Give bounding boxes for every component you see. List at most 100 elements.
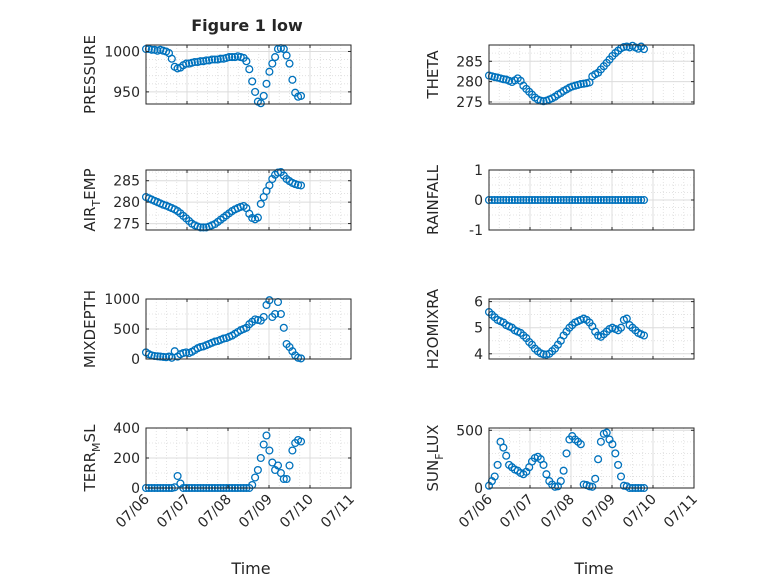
data-point: [622, 195, 631, 205]
y-axis-label: MIXDEPTH: [81, 290, 99, 368]
y-axis-label: PRESSURE: [81, 35, 99, 114]
data-point: [271, 53, 280, 62]
subplot-5: 0 500 1000 MIXDEPTH: [81, 290, 352, 368]
subplot-3: 275 280 285 AIRTEMP: [81, 168, 352, 233]
data-point: [153, 352, 162, 361]
data-point: [611, 195, 620, 205]
data-point: [591, 474, 600, 483]
data-point: [605, 195, 614, 205]
axes-box: [145, 44, 352, 105]
data-point: [616, 195, 626, 205]
series-markers: [484, 41, 649, 106]
data-point: [490, 73, 499, 82]
data-point: [619, 42, 628, 52]
y-axis-label: H2OMIXRA: [424, 288, 442, 369]
data-point: [565, 195, 574, 205]
data-point: [159, 352, 168, 361]
y-tick-label: 6: [474, 295, 483, 311]
y-tick-label: 285: [456, 54, 483, 70]
y-axis-label: THETA: [424, 50, 442, 100]
data-point: [594, 195, 603, 205]
data-point: [611, 449, 620, 458]
data-point: [285, 59, 294, 68]
x-tick-label: 07/06: [113, 491, 153, 531]
data-point: [199, 223, 208, 232]
data-point: [285, 461, 294, 470]
subplot-1: 950 1000 PRESSURE: [81, 35, 352, 114]
y-tick-label: 200: [113, 451, 140, 467]
x-tick-label: 07/07: [154, 492, 194, 532]
data-point: [499, 195, 508, 205]
data-point: [271, 309, 280, 319]
y-tick-label: 0: [131, 481, 140, 497]
data-point: [502, 451, 511, 460]
data-point: [639, 195, 649, 205]
data-point: [196, 223, 205, 232]
data-point: [573, 195, 583, 205]
data-point: [542, 470, 551, 479]
data-point: [296, 354, 306, 363]
data-point: [210, 55, 219, 64]
data-point: [527, 195, 537, 205]
x-tick-label: 07/07: [497, 492, 537, 532]
data-point: [294, 180, 303, 190]
data-point: [167, 353, 176, 362]
axes-box: [145, 169, 352, 231]
y-tick-label: 0: [474, 481, 483, 497]
data-point: [550, 195, 560, 205]
data-point: [530, 195, 539, 205]
data-point: [539, 350, 548, 359]
x-axis-label-right: Time: [573, 559, 613, 578]
data-point: [602, 428, 611, 437]
x-tick-label: 07/08: [538, 492, 578, 532]
data-point: [251, 473, 260, 482]
y-tick-label: 280: [113, 195, 140, 211]
data-point: [639, 45, 649, 54]
grid: [145, 170, 352, 230]
subplot-2: 275 280 285 THETA: [424, 41, 695, 111]
data-point: [616, 472, 626, 481]
y-axis-label: AIRTEMP: [81, 168, 103, 231]
y-tick-label: 500: [113, 322, 140, 338]
data-point: [542, 195, 551, 205]
y-tick-label: 1000: [104, 292, 140, 308]
data-point: [268, 59, 277, 68]
y-tick-label: -1: [469, 223, 483, 239]
data-point: [288, 446, 297, 455]
data-point: [256, 453, 265, 463]
data-point: [614, 195, 623, 205]
data-point: [262, 431, 271, 440]
data-point: [559, 195, 568, 205]
data-point: [496, 195, 505, 205]
data-point: [559, 466, 568, 475]
data-point: [265, 67, 274, 76]
data-point: [510, 195, 519, 205]
data-point: [634, 195, 643, 205]
data-point: [533, 195, 542, 205]
y-tick-label: 0: [474, 193, 483, 209]
data-point: [493, 195, 502, 205]
axes-box: [488, 298, 695, 360]
data-point: [596, 437, 605, 446]
data-point: [591, 195, 600, 205]
data-point: [639, 331, 649, 340]
data-point: [576, 80, 585, 89]
data-point: [545, 195, 554, 205]
data-point: [599, 195, 608, 205]
data-point: [625, 195, 634, 205]
data-point: [282, 51, 291, 60]
data-point: [513, 195, 522, 205]
data-point: [253, 213, 262, 222]
subplot-7: 0 200 400 07/06 07/07 07/08 07/09 07/10 07/11 TER…: [81, 421, 358, 531]
data-point: [265, 446, 274, 455]
data-point: [519, 195, 528, 205]
data-point: [622, 314, 631, 323]
x-tick-label: 07/09: [579, 492, 619, 532]
data-point: [525, 195, 534, 205]
data-point: [596, 195, 605, 205]
series-markers: [484, 307, 649, 359]
data-point: [279, 44, 288, 54]
data-point: [553, 195, 562, 205]
data-point: [228, 53, 237, 62]
data-point: [167, 54, 176, 63]
